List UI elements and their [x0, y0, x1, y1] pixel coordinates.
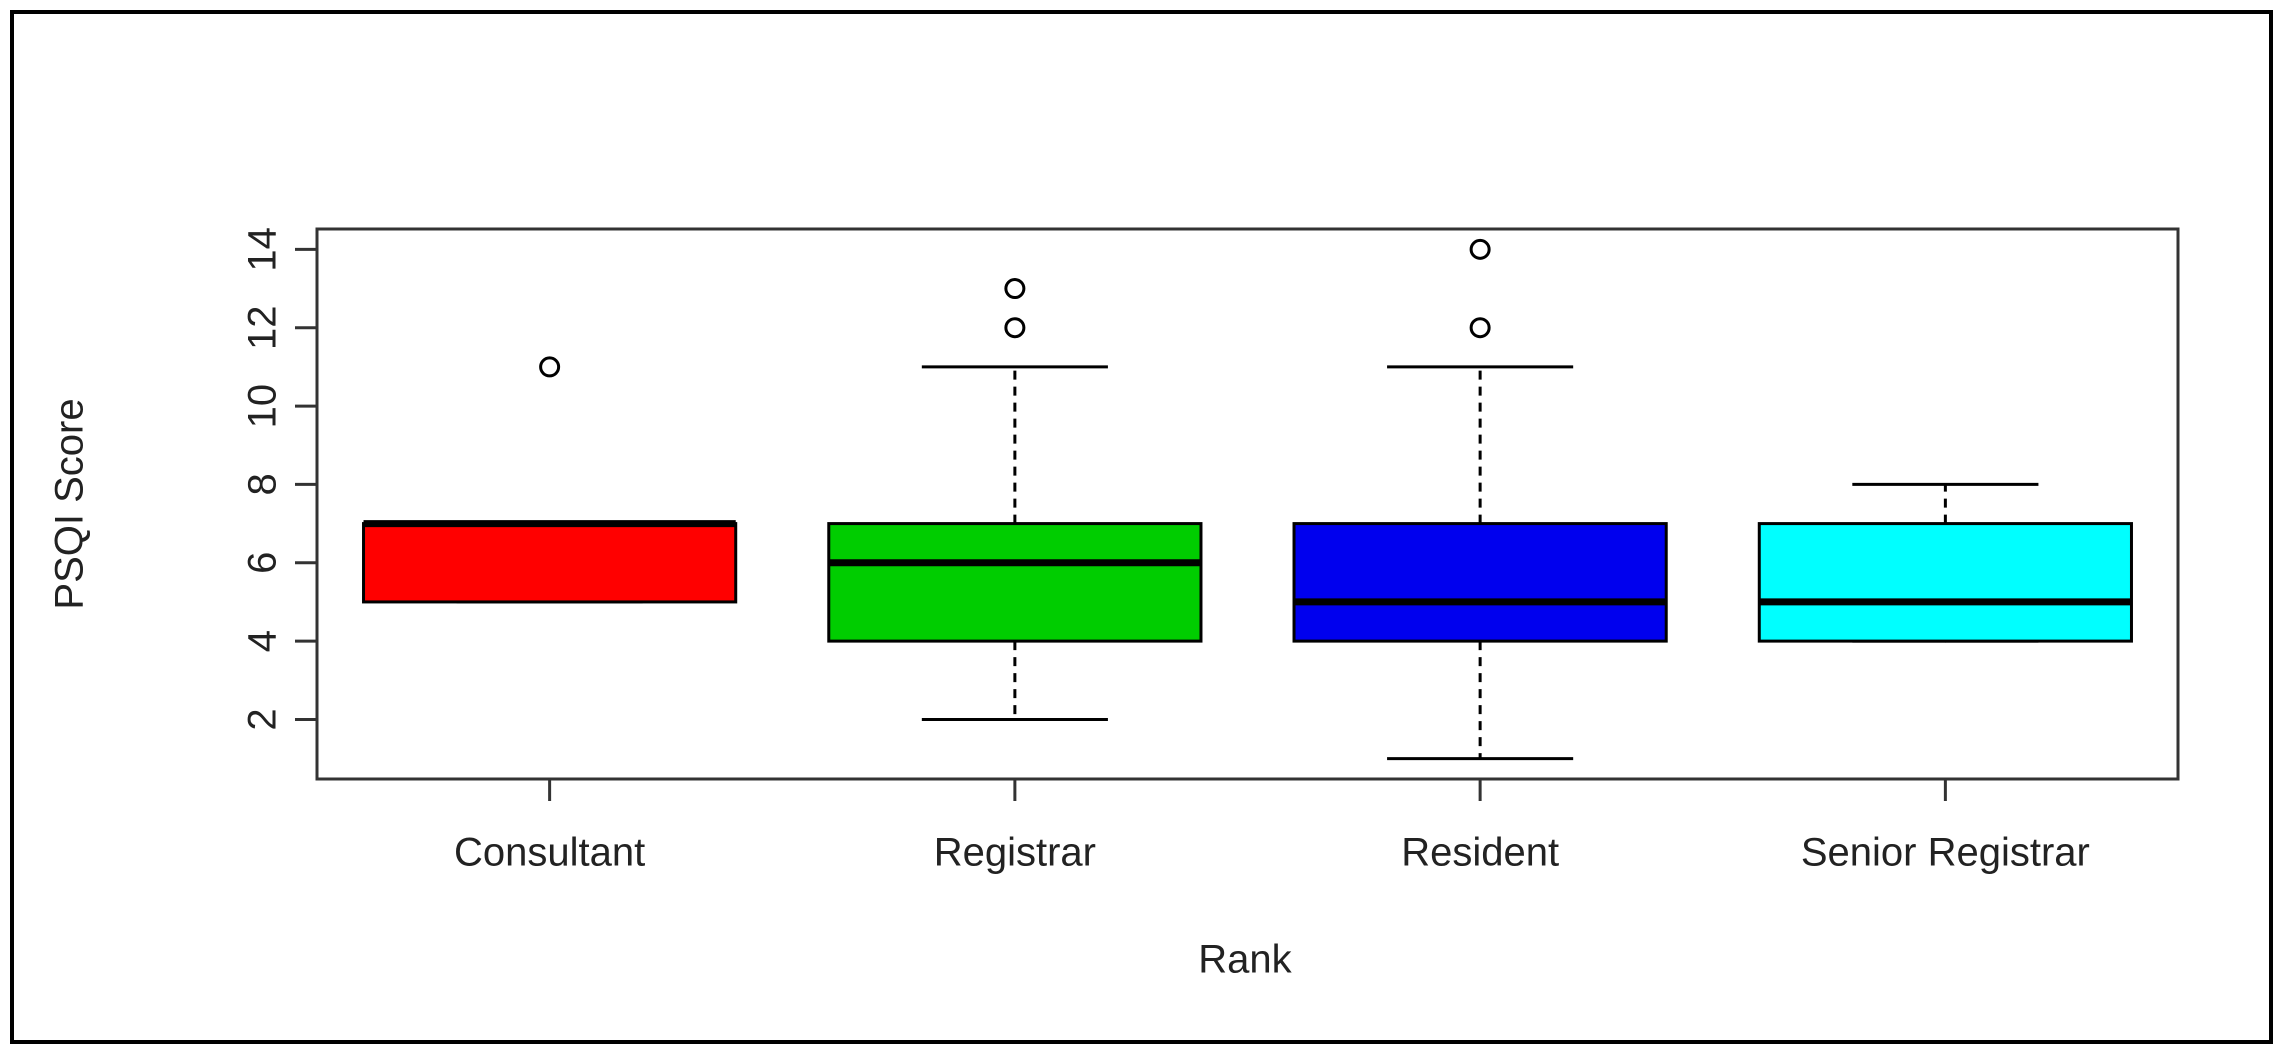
outlier	[539, 356, 561, 378]
y-tick-label: 8	[241, 473, 285, 495]
y-axis-label: PSQI Score	[48, 398, 92, 609]
box	[1757, 522, 2133, 643]
y-tick-label: 6	[241, 552, 285, 574]
outlier	[1004, 278, 1026, 300]
y-tick-label: 12	[241, 305, 285, 350]
y-tick-label: 4	[241, 630, 285, 652]
plot-border	[315, 227, 2180, 781]
y-tick-label: 2	[241, 708, 285, 730]
box	[362, 522, 738, 604]
box	[1292, 522, 1668, 643]
x-tick-label: Consultant	[454, 831, 645, 875]
box	[827, 522, 1203, 643]
x-tick-label: Resident	[1401, 831, 1559, 875]
x-tick-label: Senior Registrar	[1801, 831, 2090, 875]
x-axis-label: Rank	[1198, 938, 1292, 982]
y-tick-label: 10	[241, 384, 285, 429]
outlier	[1469, 317, 1491, 339]
outlier	[1469, 238, 1491, 260]
outlier	[1004, 317, 1026, 339]
y-tick-label: 14	[241, 227, 285, 271]
x-tick-label: Registrar	[934, 831, 1096, 875]
